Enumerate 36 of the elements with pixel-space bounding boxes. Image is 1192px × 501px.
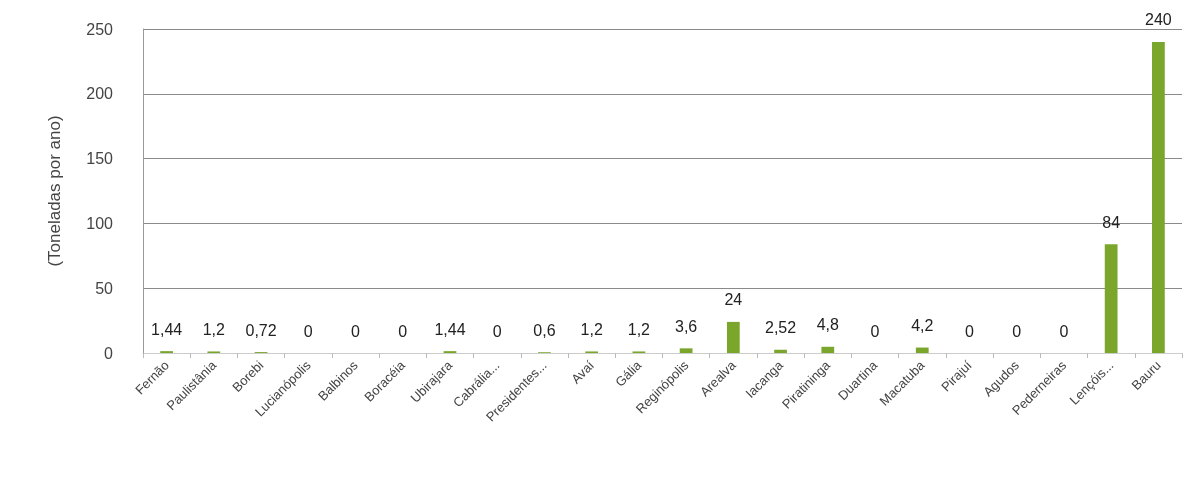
bar	[1104, 244, 1118, 353]
data-label: 2,52	[765, 319, 797, 337]
data-label: 1,44	[151, 320, 183, 338]
data-label: 1,2	[627, 320, 651, 338]
data-label: 1,2	[580, 320, 603, 338]
bar	[774, 349, 787, 353]
y-tick-label: 0	[104, 344, 114, 362]
data-label: 0,6	[533, 321, 556, 339]
data-label: 0	[965, 322, 975, 340]
y-tick-label: 250	[86, 20, 114, 38]
y-tick-label: 150	[86, 150, 114, 168]
data-label: 4,2	[911, 317, 934, 335]
y-tick-label: 50	[95, 279, 114, 297]
bar	[821, 346, 835, 353]
data-label: 0,72	[245, 321, 277, 339]
data-label: 0	[492, 322, 502, 340]
data-label: 0	[303, 322, 313, 340]
bar	[1152, 41, 1165, 353]
data-label: 24	[724, 291, 743, 309]
bar	[915, 347, 929, 353]
data-label: 0	[351, 322, 361, 340]
bar	[726, 321, 740, 353]
y-tick-label: 100	[86, 214, 114, 232]
data-label: 240	[1145, 11, 1172, 29]
data-label: 0	[398, 322, 408, 340]
data-label: 0	[870, 322, 880, 340]
data-label: 1,2	[202, 320, 226, 338]
data-label: 3,6	[674, 317, 698, 335]
data-label: 0	[1012, 322, 1022, 340]
bar	[679, 348, 693, 353]
data-label: 1,44	[434, 320, 466, 338]
y-axis-title: (Toneladas por ano)	[45, 115, 64, 267]
y-tick-label: 200	[86, 85, 114, 103]
data-label: 84	[1102, 213, 1121, 231]
data-label: 0	[1059, 322, 1069, 340]
data-label: 4,8	[816, 316, 840, 334]
